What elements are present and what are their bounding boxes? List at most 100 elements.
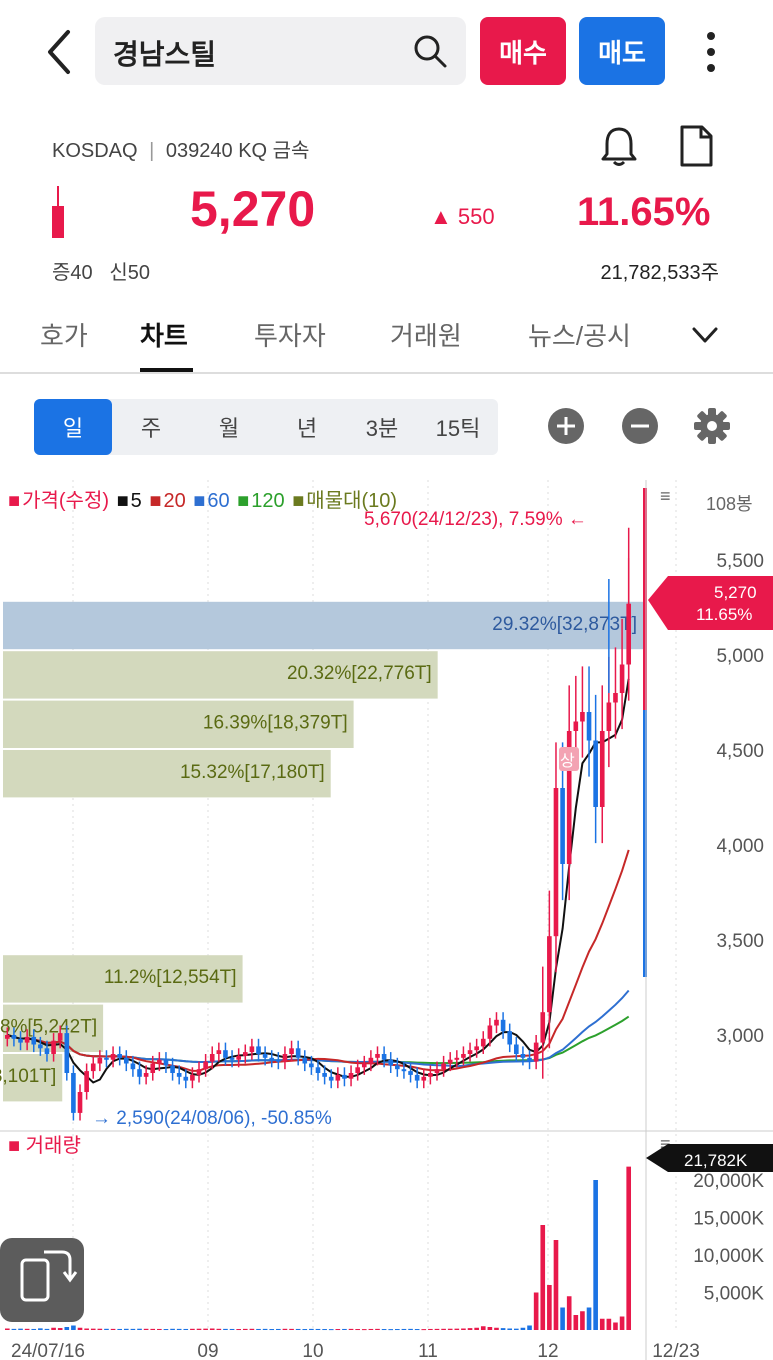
buy-button[interactable]: 매수 — [480, 17, 566, 85]
volume-bar — [236, 1329, 241, 1331]
candle-body — [361, 1063, 367, 1068]
volume-bar — [170, 1328, 175, 1330]
volume-bar — [467, 1328, 473, 1330]
candle-body — [302, 1057, 308, 1064]
tab-orderbook[interactable]: 호가 — [40, 321, 88, 351]
candle-body — [209, 1054, 215, 1062]
volume-bar — [104, 1328, 109, 1330]
volume-bar — [414, 1329, 420, 1331]
candle-body — [613, 693, 618, 703]
price-axis-label: 4,000 — [716, 836, 764, 857]
period-week[interactable]: 주 — [140, 416, 162, 441]
period-year[interactable]: 년 — [296, 416, 318, 441]
volume-bar — [553, 1240, 559, 1330]
volume-bar — [514, 1328, 519, 1330]
volume-bar — [309, 1328, 314, 1330]
candle-body — [289, 1048, 294, 1054]
candle-body — [573, 721, 579, 731]
volume-profile-bar — [3, 651, 438, 699]
volume-profile-bar — [3, 1054, 63, 1102]
search-icon[interactable] — [412, 33, 448, 69]
candle-body — [606, 702, 612, 731]
rotate-screen-button[interactable] — [0, 1238, 84, 1322]
candle-body — [216, 1050, 222, 1054]
volume-bar — [540, 1225, 546, 1330]
candle-body — [480, 1038, 486, 1047]
search-input[interactable]: 경남스틸 — [95, 17, 466, 85]
candle-body — [474, 1046, 479, 1051]
margin-info: 증40 신50 — [52, 262, 150, 284]
volume-bar — [216, 1328, 222, 1330]
candle-body — [547, 936, 552, 1013]
volume-bar — [454, 1328, 460, 1330]
volume-bar — [381, 1329, 387, 1331]
svg-text:≡: ≡ — [660, 486, 671, 506]
volume-bar — [77, 1327, 83, 1330]
volume-bar — [163, 1329, 169, 1331]
document-icon[interactable] — [676, 124, 716, 168]
volume-bar — [586, 1307, 592, 1330]
volume-bar — [44, 1328, 50, 1330]
volume-tag: 21,782K — [646, 1144, 773, 1172]
zoom-in-icon[interactable] — [546, 406, 586, 446]
volume-profile-label: 2.77%[3,101T] — [0, 1066, 56, 1087]
x-axis-label: 10 — [302, 1341, 323, 1360]
volume-bar — [183, 1328, 189, 1330]
price-chart[interactable]: 29.32%[32,873T] 20.32%[22,776T] 16.39%[18,… — [0, 480, 773, 1360]
price-axis-label: 3,000 — [716, 1026, 764, 1047]
volume-bar — [580, 1311, 585, 1330]
volume-bar — [500, 1328, 506, 1330]
candle-body — [494, 1019, 499, 1026]
volume-bar — [322, 1329, 327, 1331]
candle-body — [368, 1057, 374, 1064]
volume-bar — [474, 1327, 479, 1330]
candle-body — [44, 1048, 50, 1054]
candle-body — [24, 1036, 30, 1043]
candle-body — [229, 1057, 235, 1060]
volume-bar — [130, 1328, 136, 1330]
bell-icon[interactable] — [598, 124, 640, 168]
volume-bar — [97, 1328, 103, 1330]
volume-bar — [434, 1328, 440, 1330]
volume-bar — [361, 1329, 367, 1331]
volume-bar — [249, 1328, 255, 1330]
period-day[interactable]: 일 — [34, 399, 112, 455]
volume-bar — [196, 1328, 202, 1330]
period-3min[interactable]: 3분 — [365, 416, 399, 441]
volume-bar — [18, 1328, 23, 1330]
tab-chart[interactable]: 차트 — [140, 321, 188, 351]
candle-body — [249, 1046, 255, 1053]
period-15tick[interactable]: 15틱 — [435, 416, 481, 441]
candle-body — [183, 1076, 189, 1081]
tab-investor[interactable]: 투자자 — [254, 321, 326, 351]
volume-bar — [441, 1328, 446, 1330]
volume-bar — [223, 1328, 228, 1330]
volume-bar — [527, 1325, 532, 1330]
candle-body — [242, 1052, 248, 1056]
tab-broker[interactable]: 거래원 — [390, 321, 462, 351]
mini-candle-icon — [50, 184, 66, 240]
volume-bar — [302, 1329, 308, 1331]
gear-icon[interactable] — [692, 406, 732, 446]
back-icon[interactable] — [40, 28, 84, 76]
legend-ma5: 5 — [130, 490, 142, 512]
period-month[interactable]: 월 — [218, 416, 240, 441]
volume-bar — [84, 1328, 89, 1330]
volume-bar — [57, 1328, 63, 1330]
volume-profile-label: 15.32%[17,180T] — [180, 762, 325, 783]
volume-bar — [123, 1328, 129, 1330]
volume-profile-bar — [3, 601, 643, 650]
zoom-out-icon[interactable] — [620, 406, 660, 446]
sell-button[interactable]: 매도 — [579, 17, 665, 85]
candle-body — [533, 1042, 539, 1062]
chevron-down-icon[interactable] — [690, 320, 720, 350]
candle-body — [223, 1050, 228, 1058]
volume-bar — [289, 1328, 294, 1330]
volume-bar — [209, 1328, 215, 1330]
volume-bar — [176, 1328, 182, 1330]
tab-news[interactable]: 뉴스/공시 — [528, 321, 631, 351]
x-axis-label: 24/07/16 — [11, 1341, 85, 1360]
more-options-icon[interactable] — [696, 30, 726, 74]
candle-body — [137, 1069, 142, 1077]
market-info: KOSDAQ | 039240 KQ 금속 — [52, 140, 310, 162]
